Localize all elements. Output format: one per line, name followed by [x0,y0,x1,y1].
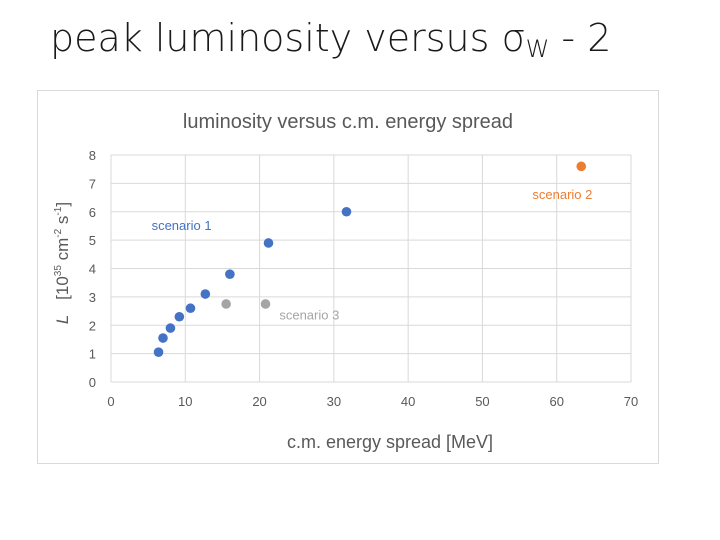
x-axis-label: c.m. energy spread [MeV] [287,432,493,452]
y-tick-label: 6 [89,205,96,220]
x-tick-label: 30 [327,394,341,409]
annotations: scenario 1 scenario 2 scenario 3 [152,187,593,323]
y-label-exp2: -2 [53,228,64,237]
x-tick-label: 50 [475,394,489,409]
chart-frame: luminosity versus c.m. energy spread 0 10… [37,90,659,464]
y-label-mid2: s [53,216,72,229]
scatter-chart: luminosity versus c.m. energy spread 0 10… [53,111,638,452]
annotation-scenario-1: scenario 1 [152,218,212,233]
data-point-scenario-1 [165,323,176,333]
data-point-scenario-3 [260,299,271,309]
x-tick-labels: 0 10 20 30 40 50 60 70 [107,394,638,409]
y-label-text: [10 [53,276,72,300]
data-point-scenario-1 [225,269,235,279]
x-tick-label: 70 [624,394,638,409]
x-tick-label: 10 [178,394,192,409]
y-tick-label: 1 [89,347,96,362]
y-tick-label: 5 [89,233,96,248]
data-point-scenario-3 [221,299,231,309]
data-point-scenario-2 [576,161,587,172]
annotation-scenario-3: scenario 3 [279,308,339,323]
data-point-scenario-1 [263,238,274,248]
data-point-scenario-1 [158,333,168,343]
y-label-exp3: -1 [53,206,64,215]
x-tick-label: 60 [549,394,563,409]
data-point-scenario-1 [153,347,164,358]
title-subscript: W [525,35,550,63]
title-main: peak luminosity versus [50,16,502,60]
y-axis-label: L [1035 cm-2 s-1] [53,202,72,324]
x-tick-label: 0 [107,394,114,409]
y-tick-labels: 0 1 2 3 4 5 6 7 8 [89,148,96,390]
y-label-mid: cm [53,238,72,265]
x-tick-label: 40 [401,394,415,409]
data-point-scenario-1 [185,303,196,314]
y-tick-label: 7 [89,176,96,191]
data-point-scenario-1 [174,311,185,322]
sigma-symbol: σ [501,16,526,60]
data-point-scenario-1 [200,289,211,299]
data-point-scenario-1 [341,206,352,217]
y-tick-label: 3 [89,290,96,305]
y-tick-label: 2 [89,318,96,333]
y-tick-label: 8 [89,148,96,163]
y-label-exp1: 35 [53,265,64,277]
y-label-symbol: L [53,315,72,324]
title-suffix: - 2 [549,16,612,60]
y-tick-label: 4 [89,262,96,277]
slide-title: peak luminosity versus σW - 2 [50,16,611,63]
chart-title: luminosity versus c.m. energy spread [183,111,513,133]
y-label-end: ] [53,202,72,207]
y-tick-label: 0 [89,375,96,390]
gridlines [110,154,632,383]
x-tick-label: 20 [252,394,266,409]
data-points [153,161,587,358]
annotation-scenario-2: scenario 2 [532,187,592,202]
